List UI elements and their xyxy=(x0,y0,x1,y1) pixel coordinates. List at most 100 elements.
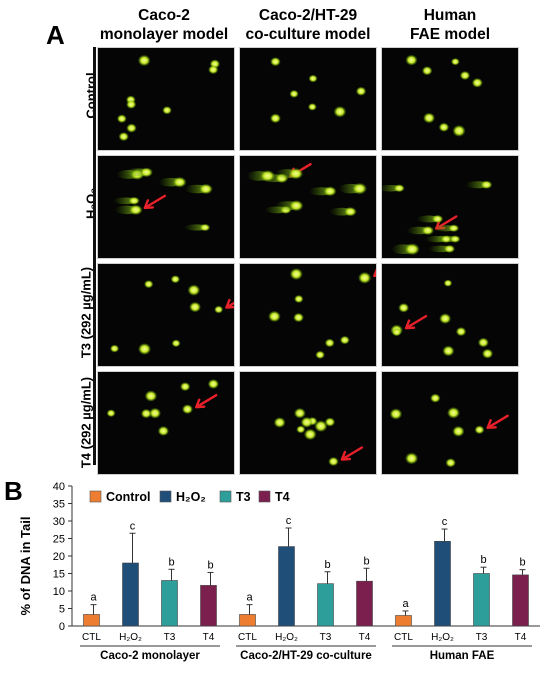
comet-nucleus xyxy=(324,338,335,348)
legend-label-t4: T4 xyxy=(275,490,290,504)
comet-image xyxy=(389,393,509,468)
comet-nucleus xyxy=(180,382,191,391)
y-tick-label: 5 xyxy=(59,604,65,616)
comet-nucleus xyxy=(451,58,460,66)
comet-nucleus xyxy=(126,123,137,133)
comet-image xyxy=(246,162,367,217)
significance-letter: c xyxy=(130,520,136,532)
comet-nucleus xyxy=(273,417,286,428)
bar xyxy=(161,580,178,627)
comet-nucleus xyxy=(199,183,213,195)
comet-nucleus xyxy=(439,313,451,324)
x-tick-label: T3 xyxy=(164,632,176,643)
comet-nucleus xyxy=(432,214,444,223)
legend-label-control: Control xyxy=(106,490,150,504)
x-tick-label: T4 xyxy=(515,632,527,643)
comet-nucleus xyxy=(126,100,137,109)
comet-nucleus xyxy=(445,458,456,468)
comet-nucleus xyxy=(141,408,152,419)
red-arrow-icon xyxy=(373,268,376,278)
comet-nucleus xyxy=(482,348,493,359)
comet-nucleus xyxy=(268,311,281,322)
bar xyxy=(512,574,529,627)
legend: Control H₂O₂ T3 T4 xyxy=(89,490,290,504)
comet-nucleus xyxy=(324,417,335,427)
comet-nucleus xyxy=(189,301,201,313)
column-header-line: Human xyxy=(423,7,477,24)
bar xyxy=(200,585,217,627)
y-tick-label: 30 xyxy=(53,516,65,528)
comet-image xyxy=(405,54,483,137)
comet-micrograph xyxy=(381,155,519,259)
x-tick-label: T4 xyxy=(359,632,371,643)
comet-micrograph xyxy=(239,155,377,259)
comet-nucleus xyxy=(423,112,435,124)
comet-nucleus xyxy=(149,408,161,419)
comet-nucleus xyxy=(344,207,357,217)
significance-letter: b xyxy=(519,557,525,569)
comet-nucleus xyxy=(392,328,402,337)
row-label-t3: T3 (292 µg/mL) xyxy=(78,266,94,359)
comet-nucleus xyxy=(421,226,434,235)
significance-letter: b xyxy=(324,559,330,571)
comet-nucleus xyxy=(449,235,461,243)
column-header-coculture: Caco-2/HT-29 co-culture model xyxy=(238,6,378,44)
comet-micrograph xyxy=(97,47,235,151)
comet-nucleus xyxy=(308,74,318,83)
panel-a-letter: A xyxy=(46,20,65,50)
comet-nucleus xyxy=(405,243,420,255)
comet-image xyxy=(268,268,376,359)
y-tick-label: 0 xyxy=(59,621,65,633)
column-header-caco2: Caco-2 monolayer model xyxy=(94,6,234,44)
comet-nucleus xyxy=(300,417,313,428)
y-tick-label: 15 xyxy=(53,569,65,581)
comet-nucleus xyxy=(314,420,328,432)
comet-nucleus xyxy=(138,55,151,66)
comet-nucleus xyxy=(440,235,452,243)
significance-letter: b xyxy=(207,559,213,571)
comet-nucleus xyxy=(422,66,433,76)
column-header-line: co-culture model xyxy=(245,26,371,43)
significance-letter: b xyxy=(480,554,486,566)
comet-nucleus xyxy=(144,390,157,402)
x-tick-label: H₂O₂ xyxy=(431,632,454,643)
comet-nucleus xyxy=(480,180,493,189)
comet-nucleus xyxy=(171,339,181,348)
comet-nucleus xyxy=(452,125,466,137)
dna-tail-bar-chart: % of DNA in Tail 0 5 10 15 20 25 30 35 40 a CTL c H₂… xyxy=(18,481,540,662)
comet-nucleus xyxy=(393,184,405,193)
significance-letter: b xyxy=(363,555,369,567)
comet-nucleus xyxy=(187,284,200,296)
row-separator xyxy=(93,47,96,465)
red-arrow-icon xyxy=(404,314,428,330)
column-header-line: Caco-2/HT-29 xyxy=(258,7,358,24)
comet-image xyxy=(106,379,219,436)
comet-nucleus xyxy=(289,168,303,180)
column-header-fae: Human FAE model xyxy=(380,6,520,44)
significance-letter: a xyxy=(246,592,253,604)
comet-nucleus xyxy=(290,268,303,280)
red-arrow-icon xyxy=(195,393,218,409)
legend-swatch-control xyxy=(89,490,102,503)
bar xyxy=(83,614,100,627)
x-tick-label: CTL xyxy=(238,632,257,643)
comet-nucleus xyxy=(140,167,153,178)
row-label-t4: T4 (292 µg/mL) xyxy=(78,376,94,469)
legend-swatch-t3 xyxy=(219,490,232,503)
comet-micrograph xyxy=(239,371,377,475)
comet-nucleus xyxy=(208,65,219,75)
comet-nucleus xyxy=(358,272,371,284)
comet-nucleus xyxy=(389,408,402,420)
y-tick-label: 10 xyxy=(53,586,65,598)
comet-micrograph xyxy=(239,263,377,367)
comet-nucleus xyxy=(472,78,483,88)
comet-nucleus xyxy=(308,103,317,111)
comet-micrograph xyxy=(97,263,235,367)
column-header-line: monolayer model xyxy=(99,26,229,43)
comet-micrograph xyxy=(97,155,235,259)
comet-nucleus xyxy=(447,407,460,419)
comet-nucleus xyxy=(304,428,317,440)
legend-label-t3: T3 xyxy=(236,490,251,504)
column-header-line: Caco-2 xyxy=(138,7,190,24)
comet-nucleus xyxy=(478,337,489,348)
